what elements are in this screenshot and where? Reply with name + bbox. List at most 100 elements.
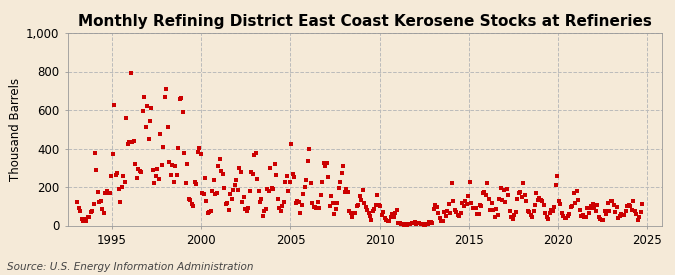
Point [133,166,144,171]
Point [190,182,201,186]
Point [143,137,154,141]
Point [130,161,140,166]
Point [228,188,239,192]
Point [558,213,568,218]
Point [425,220,436,224]
Point [467,205,478,210]
Point [96,199,107,203]
Point [116,185,127,189]
Point [626,208,637,212]
Point [306,200,317,205]
Point [283,189,294,194]
Point [219,186,230,190]
Point [437,219,448,223]
Point [502,186,512,191]
Point [354,194,365,199]
Point [479,190,490,194]
Point [524,210,535,214]
Point [237,200,248,204]
Point [75,208,86,213]
Point [146,105,157,110]
Point [546,208,557,213]
Point [236,170,246,174]
Point [119,180,130,184]
Point [443,202,454,206]
Point [418,223,429,227]
Point [323,175,333,180]
Point [608,203,619,207]
Point [630,212,641,217]
Point [161,87,171,91]
Point [142,104,153,109]
Point [97,207,108,212]
Point [612,205,622,209]
Point [131,175,142,180]
Point [462,194,473,198]
Point [461,202,472,207]
Point [295,211,306,216]
Point [629,209,640,213]
Point [516,195,527,199]
Point [353,202,364,207]
Point [180,180,191,185]
Point [375,204,386,208]
Point [582,206,593,210]
Point [508,217,518,221]
Point [556,210,567,215]
Point [94,200,105,204]
Point [528,208,539,213]
Point [613,216,624,221]
Point [593,214,604,219]
Point [506,215,516,219]
Point [592,203,603,207]
Point [138,94,149,99]
Point [164,160,175,165]
Point [202,211,213,215]
Point [392,208,402,212]
Point [565,204,576,209]
Point [475,203,485,208]
Point [211,191,222,195]
Point [342,190,353,194]
Point [153,177,164,182]
Point [568,191,579,195]
Point [254,199,265,204]
Point [165,172,176,177]
Point [178,110,188,114]
Point [171,173,182,177]
Point [616,211,626,216]
Point [364,214,375,219]
Point [504,209,515,213]
Point [623,203,634,207]
Point [105,191,115,195]
Point [347,215,358,219]
Point [313,200,323,204]
Point [637,202,647,206]
Point [552,174,563,178]
Point [403,222,414,226]
Point [88,202,99,207]
Point [185,197,196,202]
Point [152,167,163,171]
Point [304,147,315,152]
Point [572,198,583,203]
Point [348,211,359,216]
Point [216,169,227,174]
Point [267,186,277,190]
Point [564,211,574,216]
Point [495,186,506,190]
Point [470,206,481,210]
Point [204,210,215,215]
Point [122,142,133,146]
Point [112,171,123,175]
Point [436,219,447,223]
Point [183,196,194,201]
Point [351,204,362,208]
Point [325,204,335,208]
Point [302,159,313,163]
Point [493,213,504,217]
Point [454,213,464,218]
Point [76,217,87,222]
Point [500,200,511,204]
Point [604,209,615,213]
